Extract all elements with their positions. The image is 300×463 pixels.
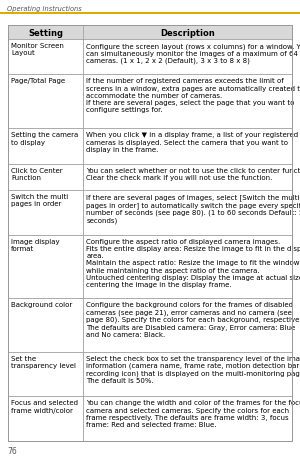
Text: Configure the aspect ratio of displayed camera images.
Fits the entire display a: Configure the aspect ratio of displayed …	[86, 238, 300, 288]
Bar	[8, 129, 83, 164]
Text: Image display
format: Image display format	[11, 238, 60, 251]
Bar	[8, 191, 83, 235]
Text: Setting the camera
to display: Setting the camera to display	[11, 132, 78, 145]
Bar	[83, 129, 292, 164]
Bar	[8, 298, 83, 352]
Bar	[8, 26, 292, 40]
Bar	[8, 396, 83, 441]
Text: Configure the screen layout (rows x columns) for a window. You
can simultaneousl: Configure the screen layout (rows x colu…	[86, 43, 300, 64]
Text: You can select whether or not to use the click to center function.
Clear the che: You can select whether or not to use the…	[86, 168, 300, 181]
Bar	[8, 26, 292, 441]
Text: When you click ▼ in a display frame, a list of your registered
cameras is displa: When you click ▼ in a display frame, a l…	[86, 132, 298, 152]
Text: 76: 76	[7, 446, 17, 455]
Bar	[8, 235, 83, 298]
Bar	[83, 352, 292, 396]
Bar	[8, 75, 83, 129]
Text: If there are several pages of images, select [Switch the multi
pages in order] t: If there are several pages of images, se…	[86, 194, 300, 224]
Text: Monitor Screen
Layout: Monitor Screen Layout	[11, 43, 64, 56]
Bar	[83, 298, 292, 352]
Bar	[83, 396, 292, 441]
Bar	[0, 13, 300, 15]
Text: Configure the background colors for the frames of disabled
cameras (see page 21): Configure the background colors for the …	[86, 301, 300, 337]
Text: Set the
transparency level: Set the transparency level	[11, 355, 76, 368]
Text: Background color: Background color	[11, 301, 72, 307]
Text: Setting: Setting	[28, 28, 63, 38]
Bar	[83, 75, 292, 129]
Text: Switch the multi
pages in order: Switch the multi pages in order	[11, 194, 68, 207]
Bar	[83, 164, 292, 191]
Text: Page/Total Page: Page/Total Page	[11, 78, 65, 84]
Text: If the number of registered cameras exceeds the limit of
screens in a window, ex: If the number of registered cameras exce…	[86, 78, 300, 113]
Bar	[83, 40, 292, 75]
Bar	[83, 191, 292, 235]
Text: Description: Description	[160, 28, 215, 38]
Text: Focus and selected
frame width/color: Focus and selected frame width/color	[11, 400, 78, 413]
Text: Select the check box to set the transparency level of the image
information (cam: Select the check box to set the transpar…	[86, 355, 300, 383]
Text: Operating Instructions: Operating Instructions	[7, 6, 82, 12]
Text: Click to Center
Function: Click to Center Function	[11, 168, 63, 181]
Text: You can change the width and color of the frames for the focus
camera and select: You can change the width and color of th…	[86, 400, 300, 427]
Bar	[8, 40, 83, 75]
Bar	[8, 352, 83, 396]
Bar	[8, 164, 83, 191]
Bar	[83, 235, 292, 298]
